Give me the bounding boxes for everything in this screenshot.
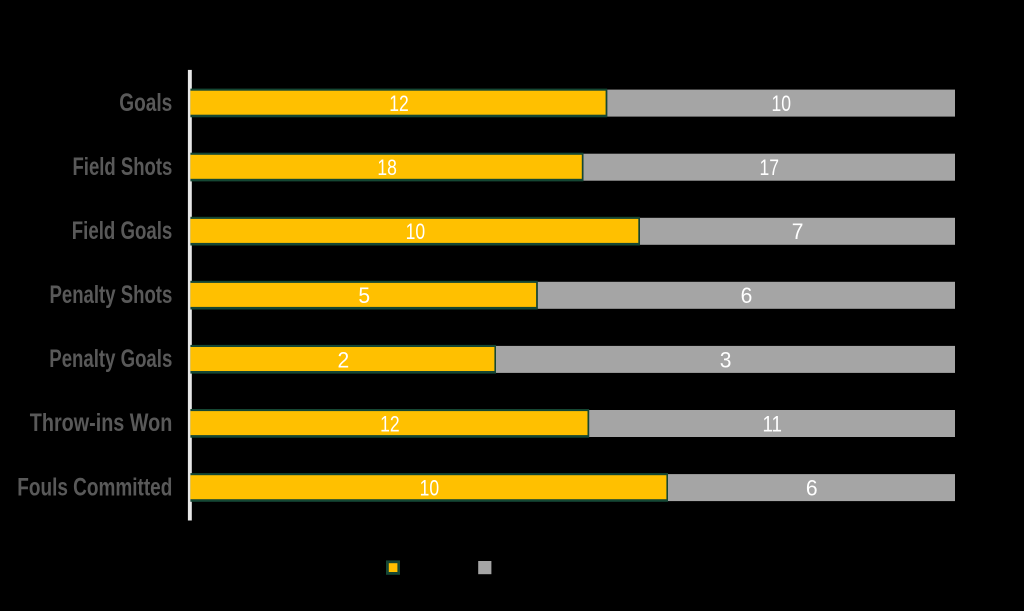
svg-text:11: 11: [762, 411, 782, 436]
svg-text:3: 3: [720, 347, 732, 372]
svg-text:6: 6: [741, 283, 753, 308]
svg-text:7: 7: [792, 219, 804, 244]
svg-text:12: 12: [380, 411, 400, 436]
svg-text:Penalty Shots: Penalty Shots: [50, 281, 173, 309]
svg-text:2: 2: [338, 347, 350, 372]
svg-text:17: 17: [760, 155, 780, 180]
svg-text:10: 10: [406, 219, 426, 244]
svg-text:6: 6: [806, 476, 818, 501]
svg-text:Field Goals: Field Goals: [72, 217, 173, 245]
svg-text:Fouls Committed: Fouls Committed: [17, 473, 172, 501]
svg-text:10: 10: [771, 91, 791, 116]
svg-text:Penalty Goals: Penalty Goals: [49, 345, 172, 373]
svg-text:Field Shots: Field Shots: [73, 153, 173, 181]
svg-text:10: 10: [420, 476, 440, 501]
svg-text:18: 18: [377, 155, 397, 180]
svg-text:5: 5: [358, 283, 370, 308]
svg-text:12: 12: [389, 91, 409, 116]
svg-text:Throw-ins Won: Throw-ins Won: [30, 409, 173, 437]
svg-text:Goals: Goals: [119, 89, 172, 117]
